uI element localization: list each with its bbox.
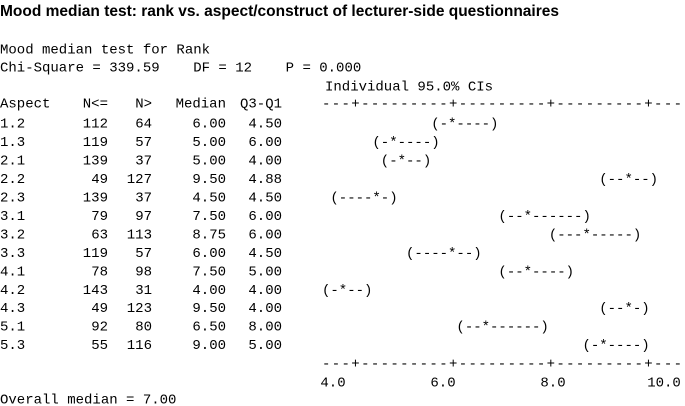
cell-n-le: 49: [91, 301, 108, 317]
ci-interval: (--*-): [322, 301, 650, 317]
cell-q3-q1: 4.88: [248, 172, 282, 188]
cell-aspect: 4.2: [0, 283, 25, 299]
cell-aspect: 4.3: [0, 301, 25, 317]
ruler: ---+---------+---------+---------+---: [322, 97, 682, 113]
cell-aspect: 5.1: [0, 320, 25, 336]
cell-n-gt: 57: [135, 246, 152, 262]
cell-q3-q1: 4.00: [248, 283, 282, 299]
cell-median: 5.00: [192, 154, 226, 170]
cell-n-le: 78: [91, 264, 108, 280]
cell-q3-q1: 8.00: [248, 320, 282, 336]
ci-interval: (-*--): [322, 154, 431, 170]
cell-aspect: 3.2: [0, 227, 25, 243]
cell-q3-q1: 4.50: [248, 191, 282, 207]
column-header: Median: [176, 97, 226, 113]
cell-n-gt: 64: [135, 117, 152, 133]
ci-interval: (-*----): [322, 135, 440, 151]
cell-n-le: 119: [83, 246, 108, 262]
ci-interval: (--*------): [322, 320, 549, 336]
cell-aspect: 2.1: [0, 154, 25, 170]
cell-median: 6.00: [192, 117, 226, 133]
cell-median: 9.50: [192, 301, 226, 317]
cell-median: 4.50: [192, 191, 226, 207]
cell-n-gt: 116: [127, 338, 152, 354]
cell-n-gt: 80: [135, 320, 152, 336]
stats: Chi-Square = 339.59 DF = 12 P = 0.000: [0, 61, 361, 77]
cell-q3-q1: 4.50: [248, 246, 282, 262]
overall-median: Overall median = 7.00: [0, 393, 176, 406]
scale-label: 10.0: [647, 376, 681, 392]
cell-q3-q1: 4.50: [248, 117, 282, 133]
cell-n-gt: 123: [127, 301, 152, 317]
cell-n-gt: 98: [135, 264, 152, 280]
ci-interval: (----*-): [322, 191, 398, 207]
cell-aspect: 5.3: [0, 338, 25, 354]
cell-aspect: 3.1: [0, 209, 25, 225]
ci-interval: (-*--): [322, 283, 372, 299]
cell-median: 5.00: [192, 135, 226, 151]
cell-n-gt: 37: [135, 154, 152, 170]
cell-n-le: 119: [83, 135, 108, 151]
cell-n-le: 139: [83, 154, 108, 170]
cell-n-le: 92: [91, 320, 108, 336]
column-header: N>: [135, 97, 152, 113]
cell-n-gt: 97: [135, 209, 152, 225]
cell-n-gt: 127: [127, 172, 152, 188]
cell-median: 7.50: [192, 209, 226, 225]
cell-median: 4.00: [192, 283, 226, 299]
cell-aspect: 3.3: [0, 246, 25, 262]
ci-interval: (---*-----): [322, 227, 641, 243]
cell-n-le: 112: [83, 117, 108, 133]
cell-q3-q1: 6.00: [248, 227, 282, 243]
ci-heading: Individual 95.0% CIs: [325, 80, 493, 96]
scale-label: 8.0: [540, 376, 565, 392]
cell-median: 6.00: [192, 246, 226, 262]
cell-median: 9.00: [192, 338, 226, 354]
cell-aspect: 2.3: [0, 191, 25, 207]
cell-q3-q1: 6.00: [248, 209, 282, 225]
cell-n-le: 79: [91, 209, 108, 225]
scale-label: 4.0: [320, 376, 345, 392]
cell-median: 8.75: [192, 227, 226, 243]
cell-median: 6.50: [192, 320, 226, 336]
cell-q3-q1: 4.00: [248, 154, 282, 170]
cell-aspect: 4.1: [0, 264, 25, 280]
column-header: Q3-Q1: [240, 97, 282, 113]
heading: Mood median test for Rank: [0, 43, 210, 59]
cell-n-le: 63: [91, 227, 108, 243]
column-header: Aspect: [0, 97, 50, 113]
cell-q3-q1: 5.00: [248, 338, 282, 354]
cell-n-le: 55: [91, 338, 108, 354]
ci-interval: (--*--): [322, 172, 658, 188]
cell-n-le: 143: [83, 283, 108, 299]
ci-interval: (-*----): [322, 117, 498, 133]
scale-label: 6.0: [430, 376, 455, 392]
cell-median: 9.50: [192, 172, 226, 188]
cell-q3-q1: 6.00: [248, 135, 282, 151]
ci-interval: (--*------): [322, 209, 591, 225]
cell-aspect: 1.2: [0, 117, 25, 133]
cell-n-le: 49: [91, 172, 108, 188]
cell-median: 7.50: [192, 264, 226, 280]
cell-aspect: 2.2: [0, 172, 25, 188]
cell-n-le: 139: [83, 191, 108, 207]
cell-n-gt: 113: [127, 227, 152, 243]
ci-interval: (--*----): [322, 264, 574, 280]
cell-q3-q1: 4.00: [248, 301, 282, 317]
cell-n-gt: 57: [135, 135, 152, 151]
column-header: N<=: [83, 97, 108, 113]
cell-n-gt: 31: [135, 283, 152, 299]
cell-aspect: 1.3: [0, 135, 25, 151]
ci-interval: (----*--): [322, 246, 482, 262]
title: Mood median test: rank vs. aspect/constr…: [0, 3, 559, 20]
cell-q3-q1: 5.00: [248, 264, 282, 280]
cell-n-gt: 37: [135, 191, 152, 207]
ruler: ---+---------+---------+---------+---: [322, 357, 682, 373]
ci-interval: (-*----): [322, 338, 650, 354]
